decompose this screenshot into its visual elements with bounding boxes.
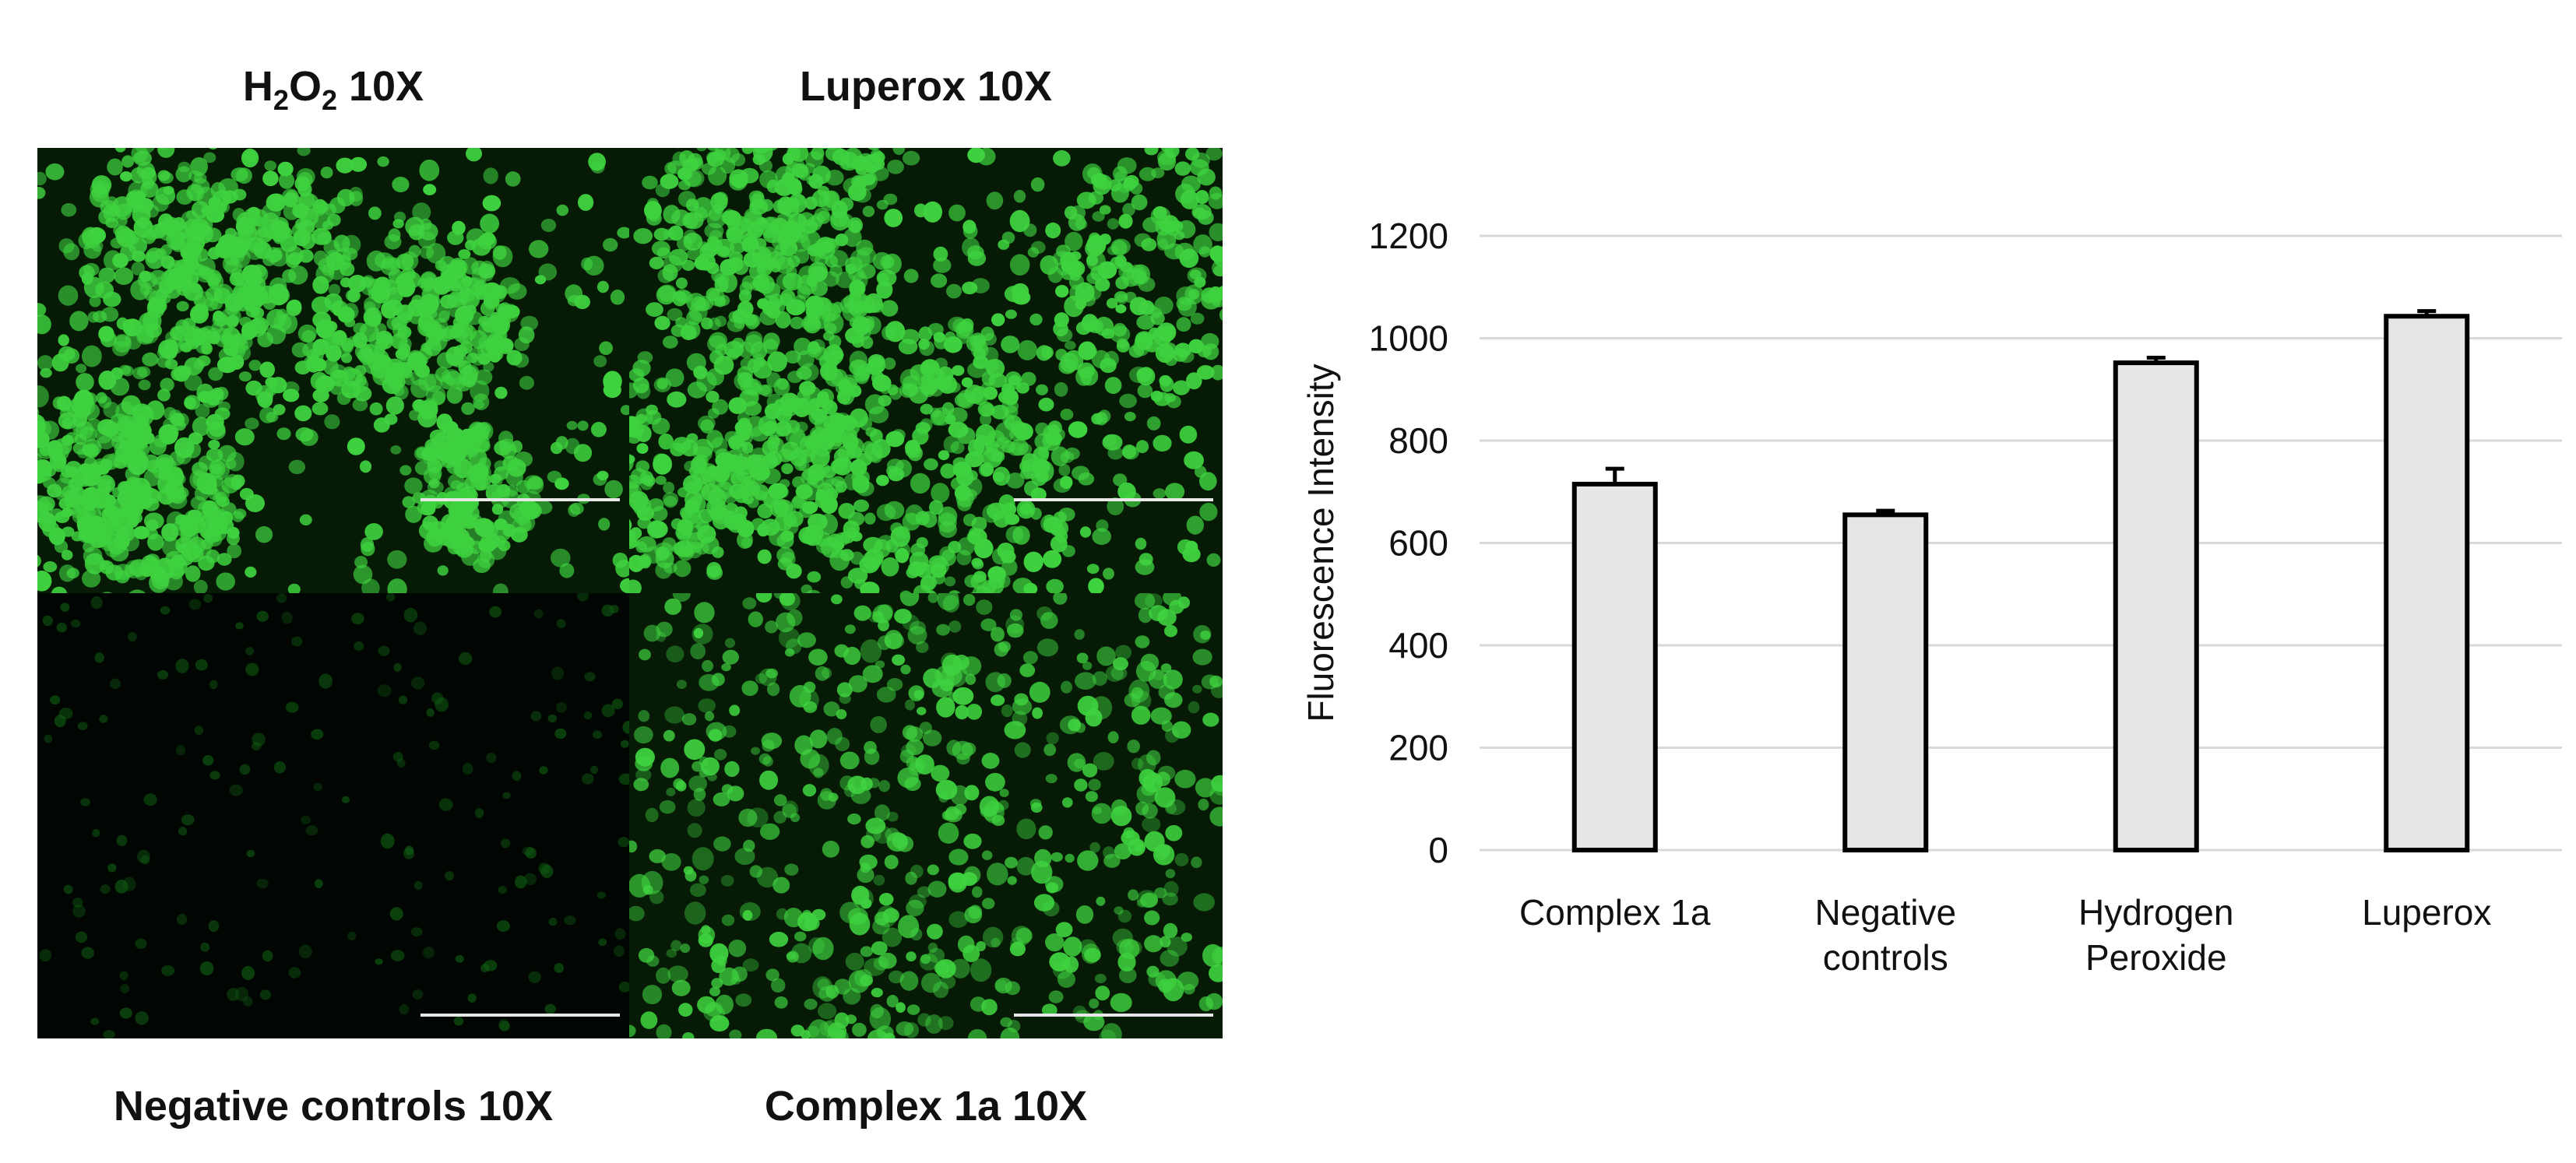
panel-title-luperox: Luperox 10X: [799, 63, 1053, 110]
h2o2-sub1: 2: [273, 83, 289, 116]
panel-title-h2o2: H2O2 10X: [37, 62, 629, 117]
h2o2-h: H: [242, 63, 273, 110]
micrograph-luperox: [629, 148, 1223, 593]
cells: [37, 148, 629, 593]
micrograph-svg: [37, 593, 629, 1038]
h2o2-o: O: [288, 63, 322, 110]
bar: [1571, 481, 1658, 852]
cells: [39, 593, 629, 1038]
panel-title-negative-controls: Negative controls 10X: [113, 1083, 554, 1130]
y-tick-label: 600: [1388, 523, 1448, 564]
micrograph-svg: [37, 148, 629, 593]
fluorescence-bar-chart: 0 200 400 600 800 1000 1200 Fluorescence Intens…: [1246, 179, 2570, 1020]
y-tick-label: 800: [1388, 420, 1448, 461]
micrograph-svg: [629, 148, 1223, 593]
x-tick-label: Peroxide: [2085, 937, 2227, 978]
cells: [629, 593, 1223, 1038]
micrograph-svg: [629, 593, 1223, 1038]
y-tick-label: 1200: [1369, 216, 1448, 256]
y-tick-label: 0: [1428, 830, 1448, 870]
bar: [1842, 512, 1929, 852]
micrograph-complex-1a: [629, 593, 1223, 1038]
x-tick-label: Hydrogen: [2078, 892, 2233, 933]
panel-title-complex-1a: Complex 1a 10X: [764, 1083, 1088, 1130]
cells: [629, 148, 1223, 593]
h2o2-suffix: 10X: [336, 63, 424, 110]
micrograph-h2o2: [37, 148, 629, 593]
bar: [2384, 314, 2470, 853]
h2o2-sub2: 2: [321, 83, 337, 116]
x-tick-label: Complex 1a: [1519, 892, 1711, 933]
micrograph-negative-controls: [37, 593, 629, 1038]
bar: [2113, 360, 2199, 852]
chart-svg: 0 200 400 600 800 1000 1200 Fluorescence Intens…: [1300, 216, 2562, 978]
y-axis-label: Fluorescence Intensity: [1300, 364, 1341, 722]
x-tick-label: Luperox: [2362, 892, 2491, 933]
y-tick-label: 1000: [1369, 318, 1448, 359]
x-tick-label: Negative: [1814, 892, 1956, 933]
y-tick-label: 200: [1388, 728, 1448, 768]
x-tick-label: controls: [1823, 937, 1948, 978]
y-tick-label: 400: [1388, 625, 1448, 666]
